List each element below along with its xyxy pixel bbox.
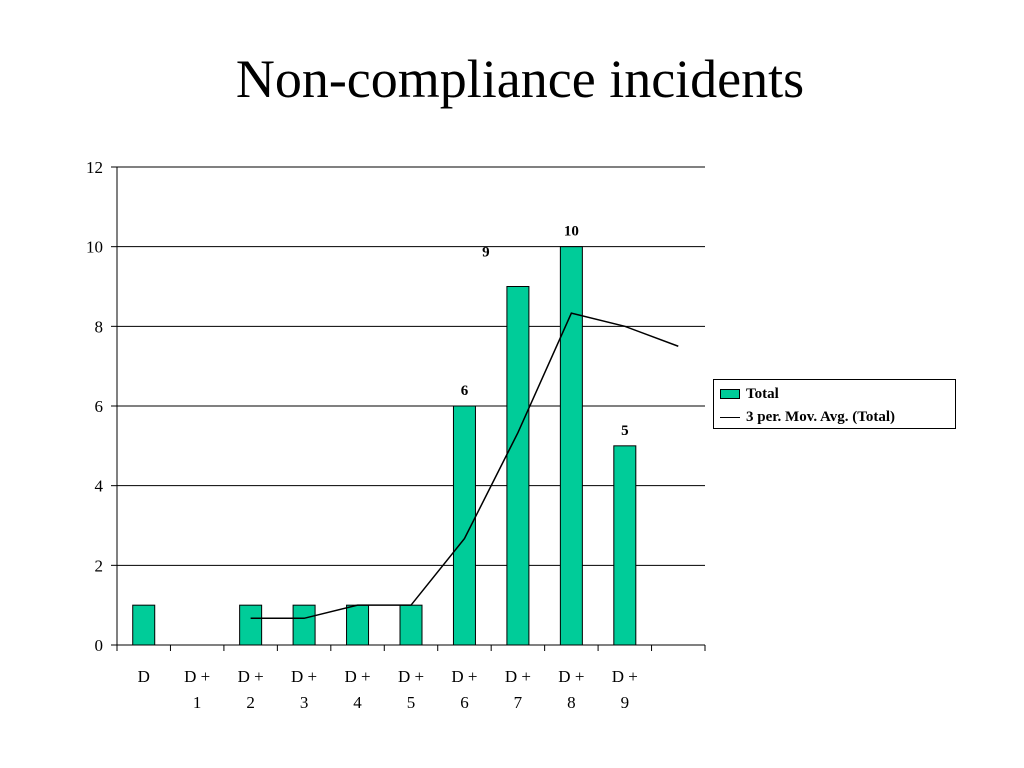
x-category-label: 1 [193, 693, 202, 712]
bar [506, 286, 530, 646]
x-category-label: D + [184, 667, 210, 686]
x-category-label: D + [291, 667, 317, 686]
bar [292, 604, 316, 646]
x-category-label: D + [238, 667, 264, 686]
y-tick-label: 0 [95, 636, 104, 655]
y-tick-label: 8 [95, 317, 104, 336]
bar [452, 405, 476, 646]
x-category-label: 7 [514, 693, 523, 712]
y-tick-label: 10 [86, 238, 103, 257]
legend-label-moving-average: 3 per. Mov. Avg. (Total) [746, 408, 896, 425]
x-category-label: D + [505, 667, 531, 686]
x-category-label: D + [612, 667, 638, 686]
x-category-label: 4 [353, 693, 362, 712]
x-category-label: D + [451, 667, 477, 686]
y-tick-label: 2 [95, 556, 104, 575]
x-category-label: 6 [460, 693, 469, 712]
y-tick-label: 6 [95, 397, 104, 416]
legend-swatch-moving-average [720, 416, 740, 418]
x-category-label: 9 [621, 693, 630, 712]
data-label: 5 [621, 423, 629, 439]
bar [132, 604, 156, 646]
x-category-label: D + [558, 667, 584, 686]
legend: Total 3 per. Mov. Avg. (Total) [713, 379, 956, 429]
bar [346, 604, 370, 646]
legend-item-moving-average: 3 per. Mov. Avg. (Total) [720, 407, 895, 427]
x-category-label: D [138, 667, 150, 686]
x-category-label: 2 [246, 693, 255, 712]
chart-title: Non-compliance incidents [235, 49, 805, 109]
y-tick-label: 4 [95, 477, 104, 496]
bar [613, 445, 637, 646]
x-category-label: 3 [300, 693, 309, 712]
x-category-label: D + [344, 667, 370, 686]
legend-item-total: Total [720, 384, 779, 404]
bar [559, 246, 583, 646]
data-label: 10 [564, 224, 579, 240]
x-category-label: D + [398, 667, 424, 686]
moving-average-line [250, 312, 679, 620]
legend-swatch-total [720, 389, 740, 399]
data-label: 6 [461, 383, 469, 399]
y-tick-label: 12 [86, 158, 103, 177]
bar [239, 604, 263, 646]
bar [399, 604, 423, 646]
legend-label-total: Total [746, 385, 779, 402]
x-category-label: 8 [567, 693, 576, 712]
data-label: 9 [482, 245, 490, 261]
x-category-label: 5 [407, 693, 416, 712]
